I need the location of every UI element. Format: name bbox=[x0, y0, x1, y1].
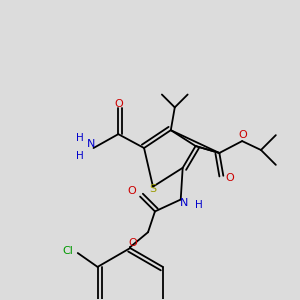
Text: O: O bbox=[114, 99, 123, 110]
Text: O: O bbox=[128, 186, 136, 196]
Text: O: O bbox=[225, 173, 234, 183]
Text: O: O bbox=[129, 238, 137, 248]
Text: N: N bbox=[179, 197, 188, 208]
Text: H: H bbox=[195, 200, 203, 211]
Text: Cl: Cl bbox=[62, 246, 73, 256]
Text: H: H bbox=[76, 133, 83, 143]
Text: N: N bbox=[87, 139, 96, 149]
Text: O: O bbox=[239, 130, 248, 140]
Text: H: H bbox=[76, 151, 83, 161]
Text: S: S bbox=[149, 184, 157, 194]
